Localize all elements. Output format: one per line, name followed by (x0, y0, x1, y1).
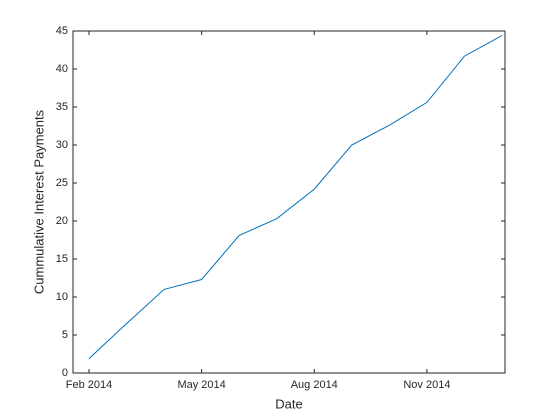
x-tick-label: May 2014 (177, 379, 225, 391)
y-tick-label: 0 (62, 367, 68, 379)
x-axis-label: Date (275, 396, 302, 411)
y-tick-label: 15 (56, 253, 68, 265)
y-tick-label: 5 (62, 329, 68, 341)
y-tick-label: 25 (56, 177, 68, 189)
y-tick-label: 45 (56, 25, 68, 37)
y-tick-label: 40 (56, 63, 68, 75)
y-tick-label: 20 (56, 215, 68, 227)
y-axis-label: Cummulative Interest Payments (31, 109, 46, 294)
x-tick-label: Feb 2014 (66, 379, 112, 391)
data-line (88, 35, 503, 359)
y-tick-label: 30 (56, 139, 68, 151)
x-tick-label: Aug 2014 (291, 379, 338, 391)
y-tick-label: 10 (56, 291, 68, 303)
y-tick-label: 35 (56, 101, 68, 113)
plot-area (72, 30, 506, 374)
x-tick-label: Nov 2014 (403, 379, 450, 391)
